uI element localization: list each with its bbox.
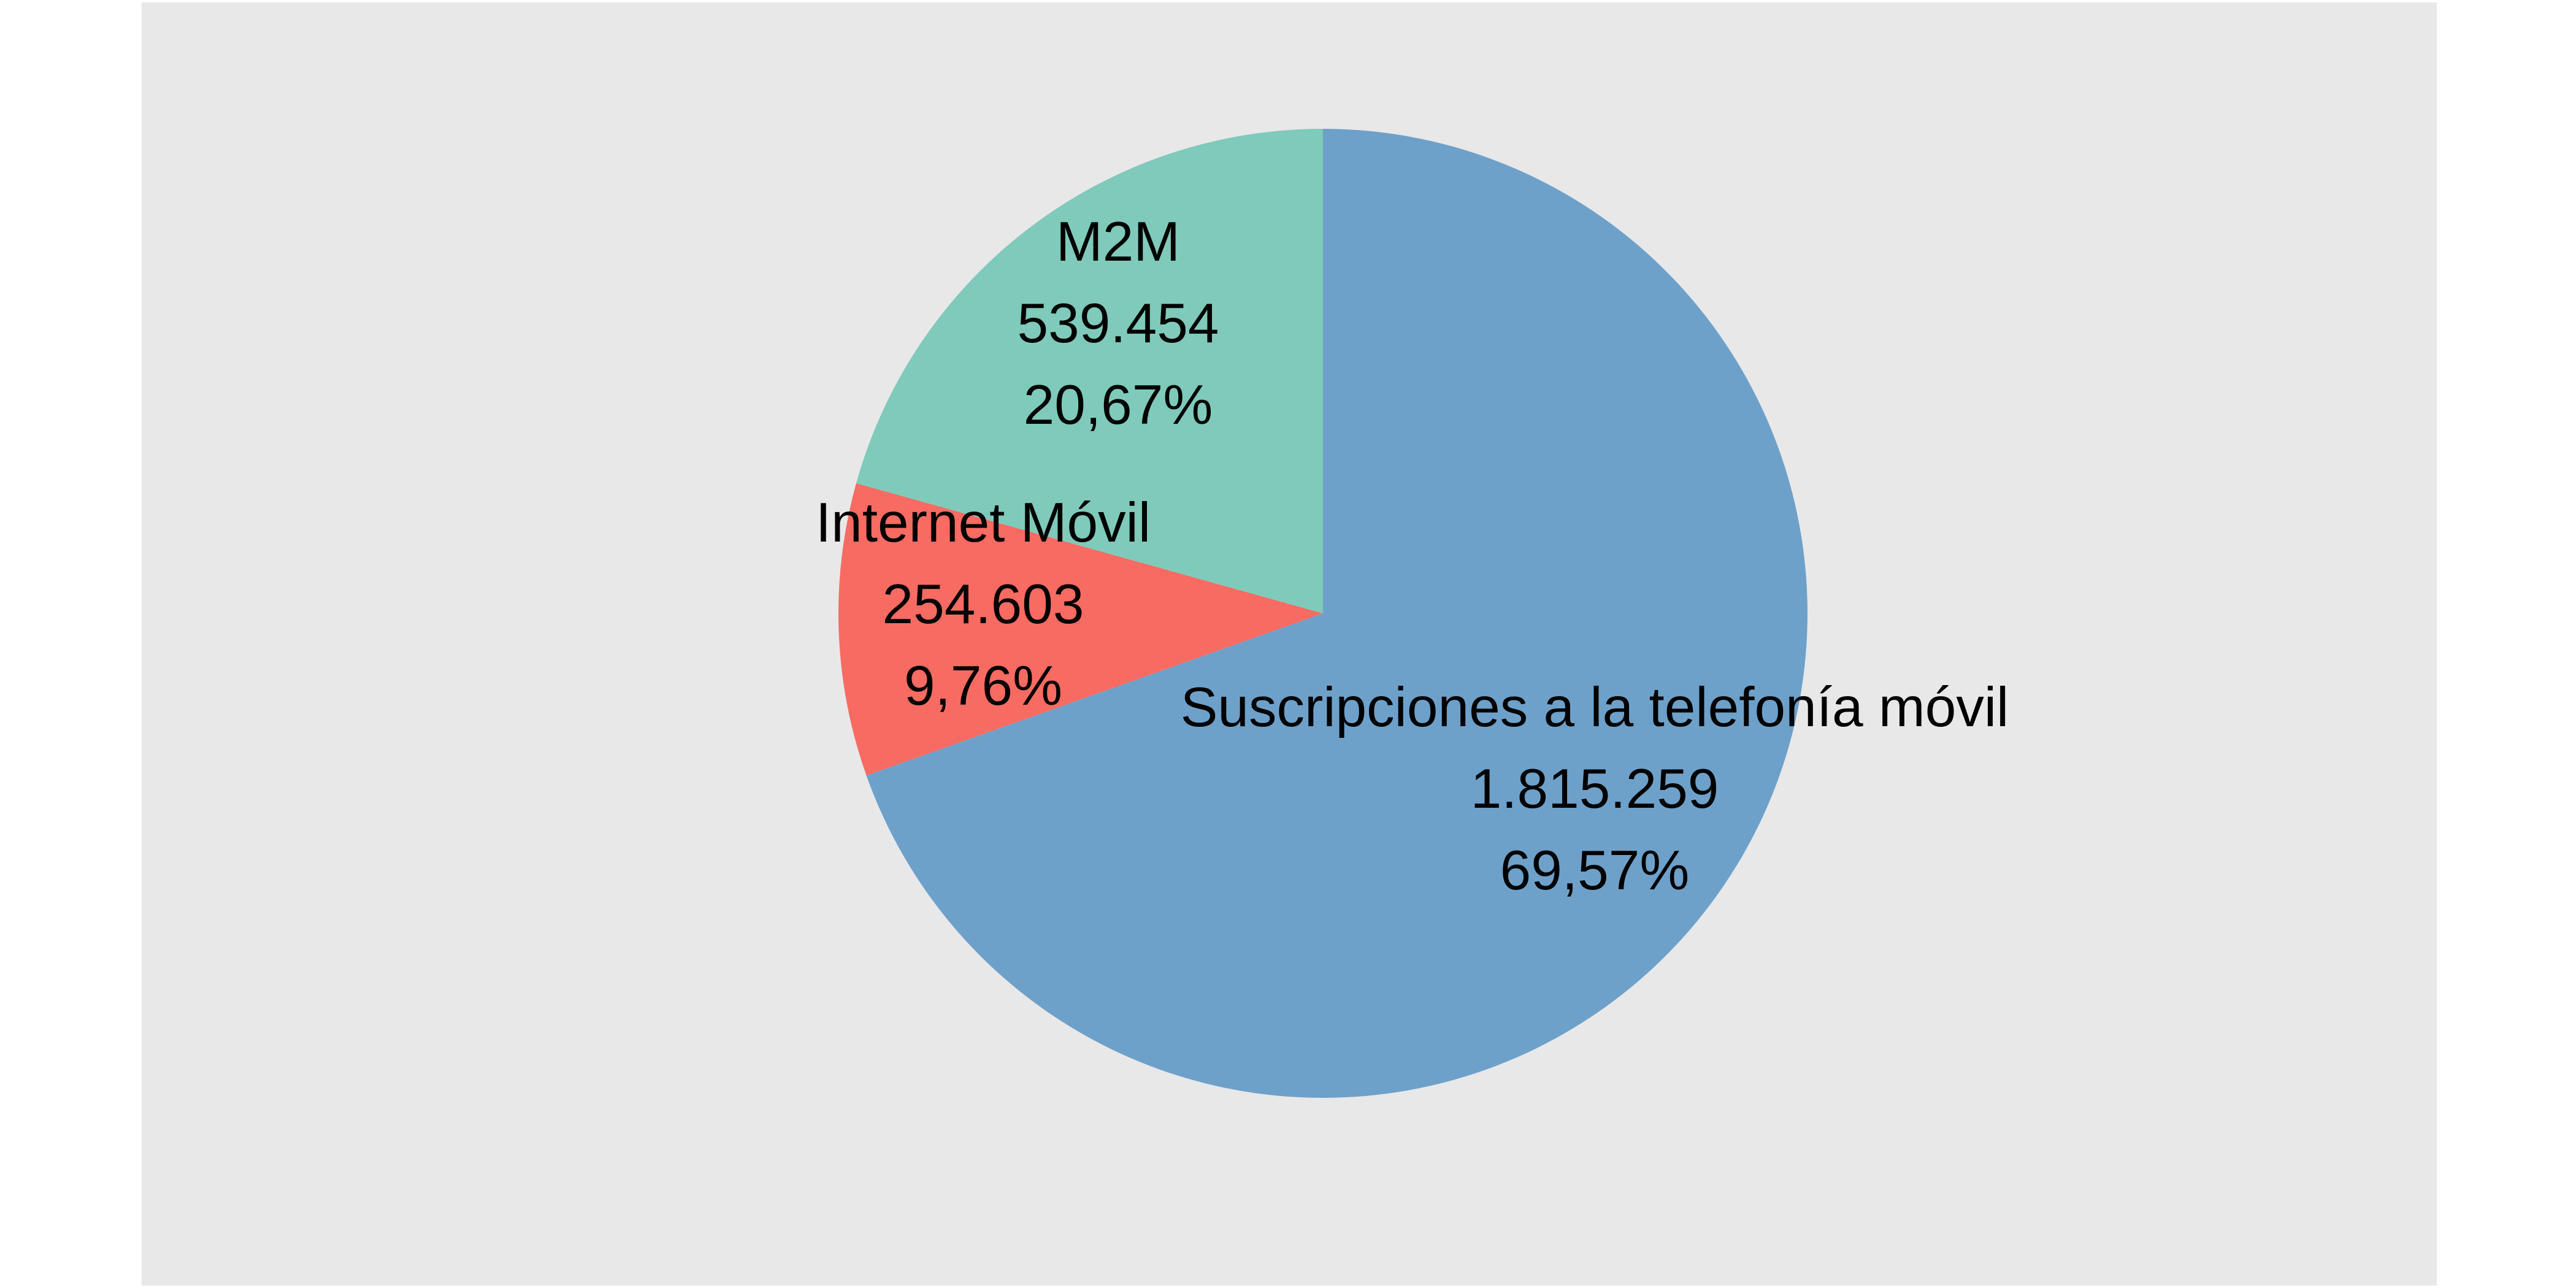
label-internet-movil-name: Internet Móvil xyxy=(816,492,1151,554)
label-suscripciones-name: Suscripciones a la telefonía móvil xyxy=(1181,677,2009,738)
label-m2m-value: 539.454 xyxy=(1018,293,1219,355)
slice-m2m xyxy=(856,129,1323,613)
label-internet-movil-value: 254.603 xyxy=(883,573,1084,635)
label-suscripciones-value: 1.815.259 xyxy=(1471,758,1719,820)
label-m2m-name: M2M xyxy=(1056,211,1180,273)
label-suscripciones-percent: 69,57% xyxy=(1500,840,1690,902)
label-m2m-percent: 20,67% xyxy=(1024,374,1213,436)
slice-internet-movil xyxy=(838,483,1323,776)
label-m2m: M2M 539.454 20,67% xyxy=(1018,211,1219,436)
label-internet-movil: Internet Móvil 254.603 9,76% xyxy=(816,492,1151,717)
label-suscripciones: Suscripciones a la telefonía móvil 1.815… xyxy=(1181,677,2009,902)
label-internet-movil-percent: 9,76% xyxy=(904,655,1062,717)
slice-suscripciones xyxy=(866,129,1807,1098)
